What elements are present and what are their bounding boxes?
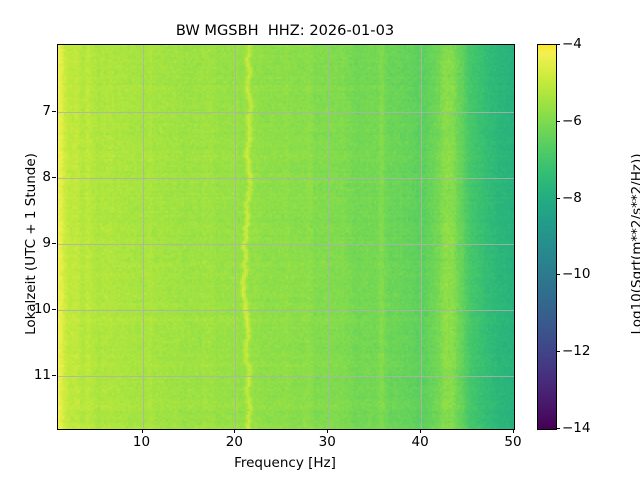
x-axis-label: Frequency [Hz] xyxy=(234,455,336,471)
spectrogram-axes[interactable] xyxy=(57,44,515,430)
colorbar-tick-mark xyxy=(556,274,560,276)
x-tick-label: 30 xyxy=(318,434,336,450)
y-tick-label: 10 xyxy=(33,301,51,318)
colorbar-tick-label: −14 xyxy=(562,420,591,436)
y-tick-label: 9 xyxy=(42,235,51,252)
colorbar-tick-mark xyxy=(556,197,560,199)
y-axis-label: Lokalzeit (UTC + 1 Stunde) xyxy=(23,153,39,335)
colorbar-gradient xyxy=(538,45,556,429)
y-tick-mark xyxy=(52,375,56,377)
gridline-vertical xyxy=(514,45,515,429)
x-tick-mark xyxy=(141,429,143,433)
colorbar-tick-mark xyxy=(556,120,560,122)
colorbar-label: Log10(Sqrt(m**2/s**2/Hz)) xyxy=(629,153,640,335)
colorbar-tick-label: −10 xyxy=(562,266,591,283)
x-tick-mark xyxy=(420,429,422,433)
colorbar-tick-mark xyxy=(556,428,560,430)
x-tick-label: 20 xyxy=(225,434,243,450)
x-tick-mark xyxy=(513,429,515,433)
y-tick-mark xyxy=(52,111,56,113)
colorbar-tick-label: −12 xyxy=(562,343,591,360)
colorbar-tick-label: −6 xyxy=(562,112,582,129)
x-tick-mark xyxy=(234,429,236,433)
colorbar-axes[interactable] xyxy=(537,44,557,430)
colorbar-tick-mark xyxy=(556,351,560,353)
y-tick-label: 8 xyxy=(42,169,51,186)
y-tick-mark xyxy=(52,177,56,179)
y-tick-mark xyxy=(52,243,56,245)
y-tick-label: 11 xyxy=(33,367,51,384)
colorbar-tick-mark xyxy=(556,44,560,46)
x-tick-label: 40 xyxy=(411,434,429,450)
x-tick-label: 50 xyxy=(504,434,522,450)
colorbar-tick-label: −8 xyxy=(562,189,582,206)
spectrogram-image xyxy=(58,45,514,429)
x-tick-mark xyxy=(327,429,329,433)
y-tick-mark xyxy=(52,309,56,311)
x-tick-label: 10 xyxy=(132,434,151,450)
y-tick-label: 7 xyxy=(42,103,51,120)
page-title: BW MGSBH HHZ: 2026-01-03 xyxy=(175,22,395,39)
colorbar-tick-label: −4 xyxy=(562,36,582,52)
